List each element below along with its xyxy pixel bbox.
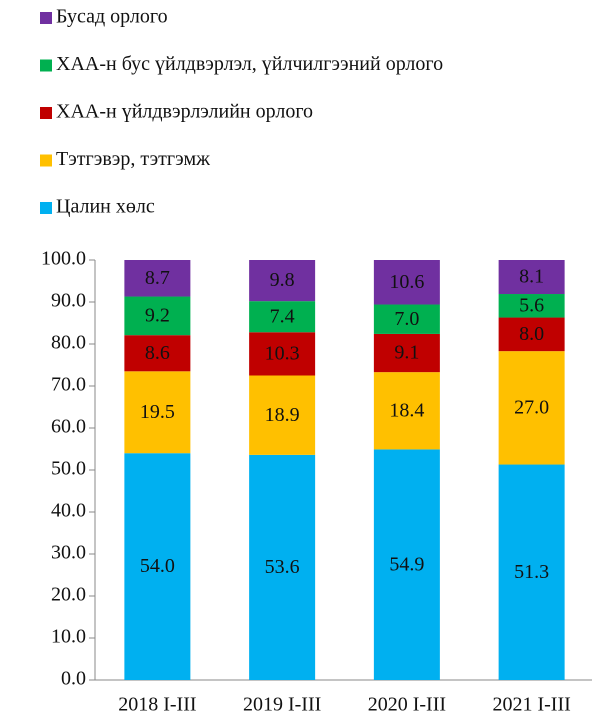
bar-segment bbox=[498, 317, 565, 352]
bar-segment bbox=[498, 351, 565, 465]
data-label: 9.8 bbox=[270, 269, 295, 291]
y-tick-label: 30.0 bbox=[51, 542, 86, 564]
y-tick-label: 50.0 bbox=[51, 458, 86, 480]
data-label: 54.0 bbox=[140, 555, 175, 577]
data-label: 7.4 bbox=[270, 305, 295, 327]
data-label: 8.1 bbox=[519, 266, 544, 288]
bar-segment bbox=[249, 375, 316, 455]
legend-swatch bbox=[40, 59, 52, 72]
data-label: 18.9 bbox=[265, 404, 300, 426]
legend-label: Бусад орлого bbox=[56, 6, 168, 28]
bar-segment bbox=[498, 260, 565, 295]
data-label: 9.2 bbox=[145, 304, 170, 326]
data-label: 10.6 bbox=[389, 271, 424, 293]
legend-swatch bbox=[40, 12, 52, 24]
y-tick-label: 40.0 bbox=[51, 500, 86, 522]
bar-segment bbox=[124, 296, 191, 336]
y-tick-label: 0.0 bbox=[61, 668, 86, 690]
y-tick-label: 60.0 bbox=[51, 416, 86, 438]
bar-segment bbox=[498, 294, 565, 318]
bar-segment bbox=[124, 453, 191, 680]
bar-segment bbox=[124, 260, 191, 297]
legend-label: ХАА-н үйлдвэрлэлийн орлого bbox=[56, 101, 313, 123]
data-label: 10.3 bbox=[265, 342, 300, 364]
data-label: 53.6 bbox=[265, 556, 300, 578]
y-tick-label: 70.0 bbox=[51, 374, 86, 396]
data-label: 18.4 bbox=[389, 399, 424, 421]
bar-segment bbox=[249, 301, 316, 333]
data-label: 8.7 bbox=[145, 267, 170, 289]
bar-segment bbox=[249, 332, 316, 376]
bar-segment bbox=[124, 371, 191, 454]
bar-segment bbox=[124, 335, 191, 372]
bar-segment bbox=[373, 333, 440, 373]
legend-label: Тэтгэвэр, тэтгэмж bbox=[56, 148, 210, 170]
x-tick-label: 2021 I-III bbox=[492, 694, 570, 716]
x-tick-label: 2018 I-III bbox=[118, 694, 196, 716]
bar-segment bbox=[373, 260, 440, 305]
data-label: 8.0 bbox=[519, 323, 544, 345]
data-label: 9.1 bbox=[394, 342, 419, 364]
bar-segment bbox=[249, 454, 316, 680]
legend-label: Цалин хөлс bbox=[56, 196, 155, 218]
data-label: 8.6 bbox=[145, 342, 170, 364]
bar-segment bbox=[373, 304, 440, 334]
data-label: 7.0 bbox=[394, 308, 419, 330]
y-tick-label: 10.0 bbox=[51, 626, 86, 648]
data-label: 51.3 bbox=[514, 561, 549, 583]
bar-segment bbox=[498, 464, 565, 680]
x-tick-label: 2019 I-III bbox=[243, 694, 321, 716]
legend-swatch bbox=[40, 107, 52, 119]
y-tick-label: 100.0 bbox=[41, 248, 86, 270]
bar-segment bbox=[373, 449, 440, 680]
legend-label: ХАА-н бус үйлдвэрлэл, үйлчилгээний орлог… bbox=[56, 53, 443, 75]
y-tick-label: 20.0 bbox=[51, 584, 86, 606]
data-label: 27.0 bbox=[514, 396, 549, 418]
y-tick-label: 80.0 bbox=[51, 332, 86, 354]
legend-swatch bbox=[40, 202, 52, 214]
data-label: 5.6 bbox=[519, 294, 544, 316]
data-label: 54.9 bbox=[389, 553, 424, 575]
bar-segment bbox=[249, 260, 316, 302]
bar-segment bbox=[373, 372, 440, 450]
y-tick-label: 90.0 bbox=[51, 290, 86, 312]
legend-swatch bbox=[40, 154, 52, 167]
data-label: 19.5 bbox=[140, 401, 175, 423]
x-tick-label: 2020 I-III bbox=[368, 694, 446, 716]
